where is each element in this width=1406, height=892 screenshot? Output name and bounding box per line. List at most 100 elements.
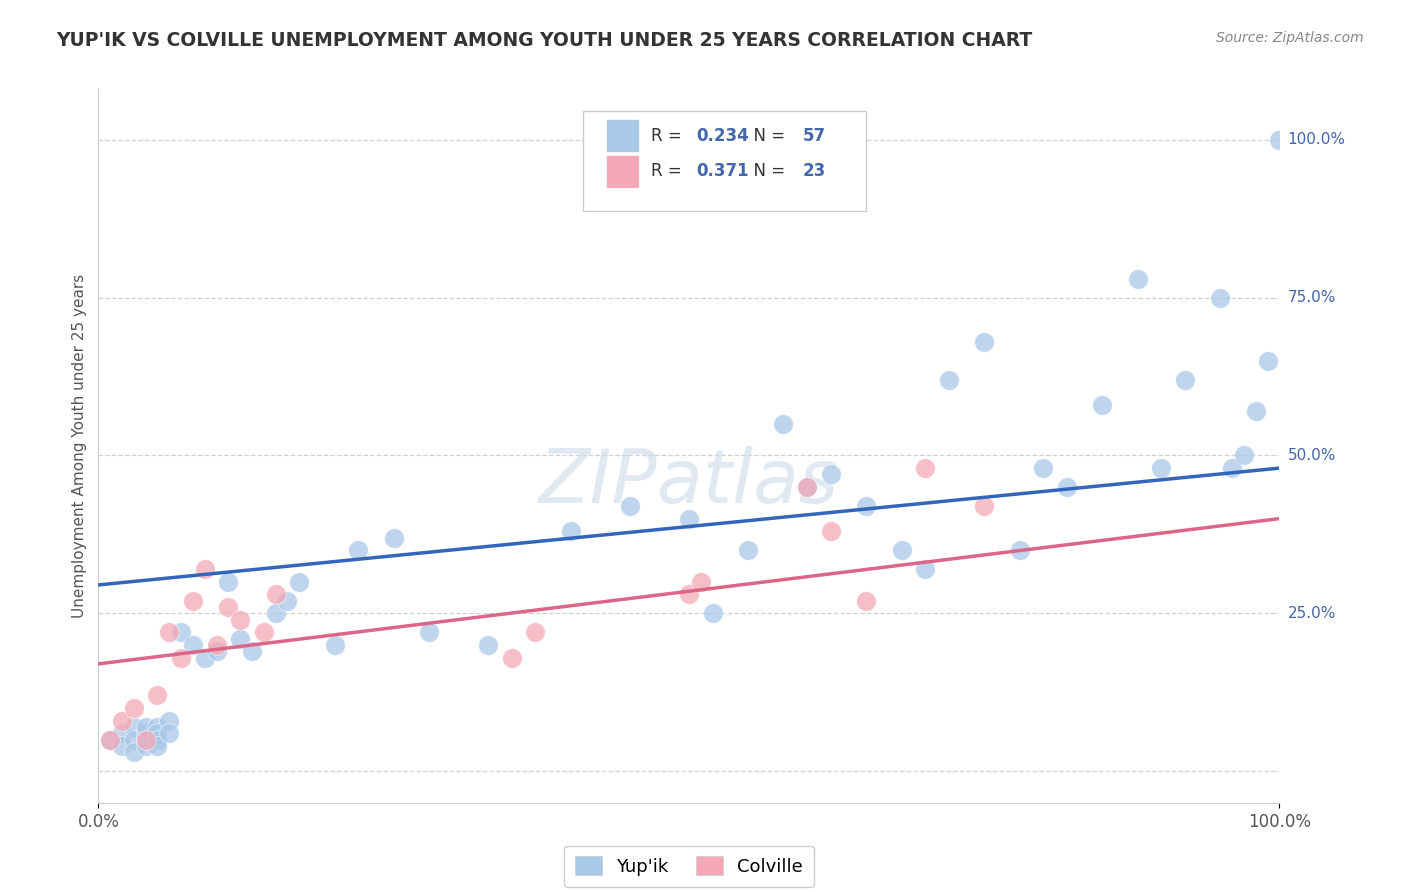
Point [1209, 291, 1232, 305]
Text: R =: R = [651, 162, 688, 180]
Point [264, 587, 287, 601]
Point [111, 714, 134, 728]
Point [1008, 543, 1031, 558]
Point [619, 499, 641, 513]
Point [240, 644, 263, 658]
Text: 23: 23 [803, 162, 825, 180]
Point [855, 593, 877, 607]
Point [1220, 461, 1243, 475]
Point [146, 689, 169, 703]
Text: N =: N = [744, 162, 790, 180]
Point [157, 625, 180, 640]
Text: 50.0%: 50.0% [1288, 448, 1336, 463]
Point [111, 726, 134, 740]
Legend: Yup'ik, Colville: Yup'ik, Colville [564, 846, 814, 887]
Point [1091, 398, 1114, 412]
Point [146, 739, 169, 753]
Point [1257, 353, 1279, 368]
Point [205, 638, 228, 652]
Text: Source: ZipAtlas.com: Source: ZipAtlas.com [1216, 31, 1364, 45]
Point [229, 613, 252, 627]
Point [122, 720, 145, 734]
Text: 57: 57 [803, 127, 825, 145]
Point [796, 480, 818, 494]
Text: ZIPatlas: ZIPatlas [538, 446, 839, 517]
Point [194, 562, 217, 576]
Point [1126, 271, 1149, 285]
Point [157, 726, 180, 740]
Point [122, 732, 145, 747]
Point [229, 632, 252, 646]
Point [1150, 461, 1173, 475]
Point [122, 745, 145, 759]
Point [146, 726, 169, 740]
Text: 25.0%: 25.0% [1288, 606, 1336, 621]
Point [938, 373, 960, 387]
Point [217, 600, 239, 615]
Point [135, 726, 157, 740]
Text: N =: N = [744, 127, 790, 145]
Point [678, 587, 700, 601]
Point [135, 720, 157, 734]
Point [276, 593, 298, 607]
Point [382, 531, 405, 545]
Point [122, 701, 145, 715]
Point [217, 574, 239, 589]
Point [914, 461, 936, 475]
Point [253, 625, 276, 640]
Point [194, 650, 217, 665]
Point [737, 543, 759, 558]
Text: 0.234: 0.234 [696, 127, 749, 145]
Point [1244, 404, 1267, 418]
Point [702, 607, 724, 621]
Point [347, 543, 370, 558]
Point [1268, 133, 1291, 147]
Point [323, 638, 346, 652]
Point [772, 417, 794, 431]
FancyBboxPatch shape [582, 111, 866, 211]
Point [890, 543, 912, 558]
Text: R =: R = [651, 127, 688, 145]
Text: YUP'IK VS COLVILLE UNEMPLOYMENT AMONG YOUTH UNDER 25 YEARS CORRELATION CHART: YUP'IK VS COLVILLE UNEMPLOYMENT AMONG YO… [56, 31, 1032, 50]
Point [98, 732, 121, 747]
Point [111, 739, 134, 753]
Point [678, 511, 700, 525]
Point [264, 607, 287, 621]
Point [1056, 480, 1078, 494]
Point [796, 480, 818, 494]
Point [914, 562, 936, 576]
Point [135, 739, 157, 753]
Point [157, 714, 180, 728]
Point [560, 524, 582, 539]
Point [1233, 449, 1256, 463]
Point [973, 334, 995, 349]
Point [181, 593, 204, 607]
FancyBboxPatch shape [606, 155, 640, 187]
Text: 75.0%: 75.0% [1288, 290, 1336, 305]
Y-axis label: Unemployment Among Youth under 25 years: Unemployment Among Youth under 25 years [72, 274, 87, 618]
Point [855, 499, 877, 513]
Text: 100.0%: 100.0% [1288, 132, 1346, 147]
Text: 0.371: 0.371 [696, 162, 748, 180]
Point [146, 720, 169, 734]
Point [288, 574, 311, 589]
Point [524, 625, 547, 640]
Point [170, 650, 193, 665]
Point [1174, 373, 1197, 387]
Point [146, 732, 169, 747]
Point [820, 524, 842, 539]
Point [973, 499, 995, 513]
Point [689, 574, 711, 589]
Point [1032, 461, 1054, 475]
Point [181, 638, 204, 652]
Point [820, 467, 842, 482]
Point [418, 625, 440, 640]
Point [170, 625, 193, 640]
Point [135, 732, 157, 747]
Point [501, 650, 523, 665]
FancyBboxPatch shape [606, 120, 640, 152]
Point [477, 638, 499, 652]
Point [98, 732, 121, 747]
Point [205, 644, 228, 658]
Point [135, 732, 157, 747]
